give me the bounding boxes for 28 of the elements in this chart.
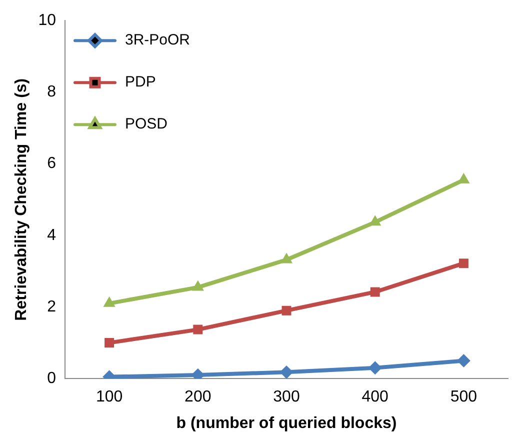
point — [457, 354, 470, 368]
x-tick-label: 100 — [96, 388, 123, 406]
y-tick-label: 2 — [47, 298, 56, 316]
y-tick-label: 4 — [47, 226, 56, 244]
point — [104, 338, 114, 348]
point — [458, 173, 470, 184]
y-tick-label: 0 — [47, 370, 56, 388]
y-tick-label: 8 — [47, 84, 56, 101]
point — [104, 296, 115, 307]
x-tick-label: 400 — [362, 388, 389, 406]
y-tick-label: 6 — [47, 155, 56, 172]
point — [368, 361, 382, 374]
y-tick-label: 10 — [38, 12, 56, 30]
legend-label: 3R-PoOR — [124, 32, 190, 49]
point — [192, 280, 204, 291]
x-tick-label: 300 — [273, 388, 300, 406]
y-axis-title: Retrievability Checking Time (s) — [13, 78, 30, 321]
legend-label: POSD — [124, 116, 168, 133]
x-tick-label: 200 — [184, 388, 212, 406]
point — [458, 258, 468, 268]
point — [193, 324, 203, 334]
x-axis-title: b (number of queried blocks) — [176, 414, 397, 432]
point — [282, 306, 292, 316]
point — [280, 253, 292, 264]
point — [280, 366, 293, 379]
legend-label: PDP — [124, 74, 156, 91]
x-tick-label: 500 — [450, 388, 478, 406]
point — [370, 287, 380, 297]
